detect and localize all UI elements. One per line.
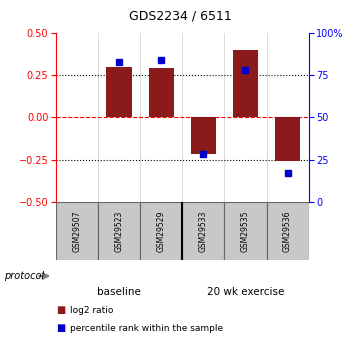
Bar: [266, 202, 309, 260]
Text: baseline: baseline: [97, 287, 141, 296]
Text: ■: ■: [56, 324, 65, 333]
Text: GSM29529: GSM29529: [157, 210, 166, 252]
Bar: [98, 202, 140, 260]
Bar: [225, 202, 266, 260]
Text: ■: ■: [56, 306, 65, 315]
Text: GSM29523: GSM29523: [115, 210, 123, 252]
Bar: [149, 68, 174, 117]
Text: GSM29536: GSM29536: [283, 210, 292, 252]
Bar: [140, 202, 182, 260]
Text: GDS2234 / 6511: GDS2234 / 6511: [129, 9, 232, 22]
Text: GSM29533: GSM29533: [199, 210, 208, 252]
Bar: [56, 202, 98, 260]
Text: GSM29535: GSM29535: [241, 210, 250, 252]
Bar: [233, 50, 258, 117]
Text: log2 ratio: log2 ratio: [70, 306, 114, 315]
Text: protocol: protocol: [4, 271, 44, 281]
Text: 20 wk exercise: 20 wk exercise: [207, 287, 284, 296]
Text: GSM29507: GSM29507: [73, 210, 82, 252]
Bar: [182, 202, 225, 260]
Bar: [191, 117, 216, 155]
Bar: [275, 117, 300, 161]
Bar: [106, 67, 132, 117]
Text: percentile rank within the sample: percentile rank within the sample: [70, 324, 223, 333]
